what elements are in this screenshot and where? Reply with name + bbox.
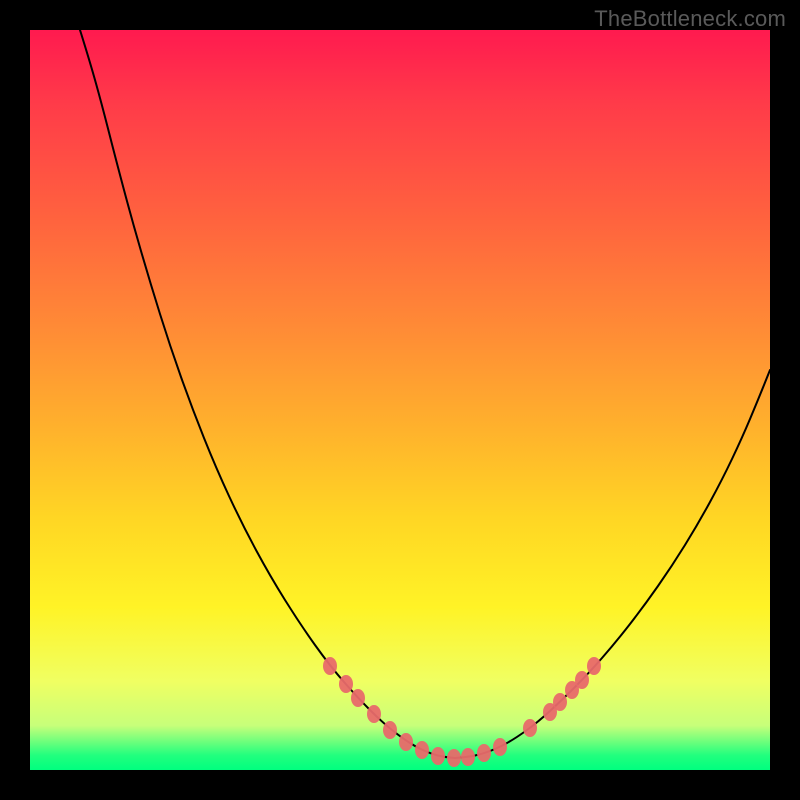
curve-right [455, 370, 770, 758]
marker-dot [431, 747, 445, 765]
marker-dot [523, 719, 537, 737]
marker-dot [383, 721, 397, 739]
marker-dot [553, 693, 567, 711]
marker-dot [415, 741, 429, 759]
marker-dot [351, 689, 365, 707]
marker-dot [323, 657, 337, 675]
chart-frame: TheBottleneck.com [0, 0, 800, 800]
marker-dot [575, 671, 589, 689]
marker-dot [493, 738, 507, 756]
marker-group [323, 657, 601, 767]
marker-dot [447, 749, 461, 767]
marker-dot [587, 657, 601, 675]
marker-dot [399, 733, 413, 751]
marker-dot [367, 705, 381, 723]
watermark-text: TheBottleneck.com [594, 6, 786, 32]
marker-dot [339, 675, 353, 693]
plot-area [30, 30, 770, 770]
marker-dot [461, 748, 475, 766]
curve-layer [30, 30, 770, 770]
curve-left [80, 30, 455, 758]
marker-dot [477, 744, 491, 762]
